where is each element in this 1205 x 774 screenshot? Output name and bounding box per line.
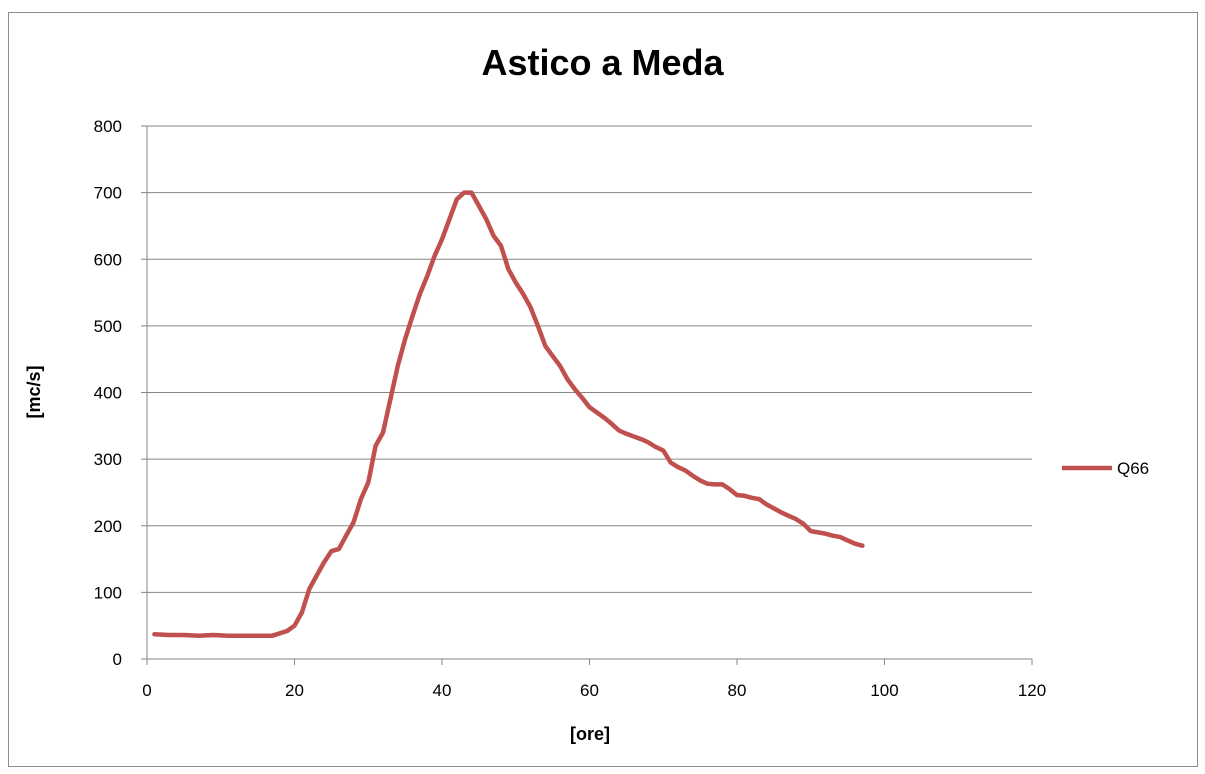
y-axis-label: [mc/s] <box>24 365 44 418</box>
series-layer <box>152 190 865 638</box>
x-tick-label: 40 <box>433 681 452 700</box>
y-tick-label: 200 <box>94 517 122 536</box>
chart-title: Astico a Meda <box>481 42 724 83</box>
y-tick-label: 500 <box>94 317 122 336</box>
y-tick-label: 0 <box>113 650 122 669</box>
y-tick-label: 300 <box>94 450 122 469</box>
x-tick-label: 100 <box>870 681 898 700</box>
x-tick-label: 20 <box>285 681 304 700</box>
x-tick-label: 80 <box>728 681 747 700</box>
chart-area <box>8 12 1198 767</box>
labels: [ore] [mc/s] 0 100 200 300 400 500 600 700 800 0 2… <box>24 117 1046 744</box>
x-tick-label: 120 <box>1018 681 1046 700</box>
legend-label: Q66 <box>1117 459 1149 478</box>
legend: Q66 <box>1062 459 1149 478</box>
y-tick-label: 800 <box>94 117 122 136</box>
y-tick-label: 700 <box>94 184 122 203</box>
y-tick-label: 100 <box>94 583 122 602</box>
axes <box>141 125 1033 665</box>
x-tick-label: 0 <box>142 681 151 700</box>
x-tick-label: 60 <box>580 681 599 700</box>
series-line-q66 <box>152 190 865 638</box>
y-tick-label: 600 <box>94 250 122 269</box>
x-axis-label: [ore] <box>570 724 610 744</box>
y-tick-label: 400 <box>94 384 122 403</box>
grid <box>147 125 1032 593</box>
